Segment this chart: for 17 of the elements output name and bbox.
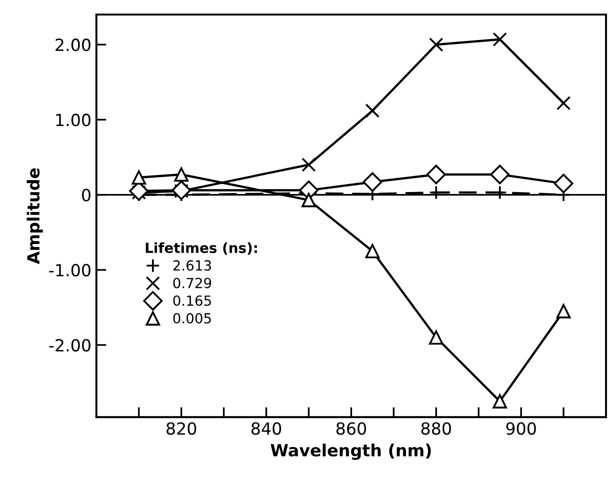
legend-label: 2.613: [173, 260, 211, 271]
legend-label: 0.005: [173, 313, 211, 324]
y-tick-label: 1.00: [56, 114, 90, 126]
x-tick-label: 860: [336, 422, 366, 435]
legend-label: 0.729: [173, 278, 212, 288]
y-tick-label: -1.00: [49, 264, 90, 276]
legend-title: Lifetimes (ns):: [146, 242, 257, 255]
y-tick-label: 0: [82, 188, 90, 202]
y-tick-label: 2.00: [56, 38, 90, 52]
legend-label: 0.165: [173, 295, 211, 306]
y-tick-label: -2.00: [49, 338, 90, 352]
x-tick-label: 840: [251, 422, 282, 435]
x-tick-label: 900: [506, 422, 536, 435]
y-axis-title: Amplitude: [26, 168, 43, 264]
x-tick-label: 880: [421, 422, 451, 435]
x-axis-title: Wavelength (nm): [270, 444, 431, 460]
x-tick-label: 820: [166, 422, 196, 435]
